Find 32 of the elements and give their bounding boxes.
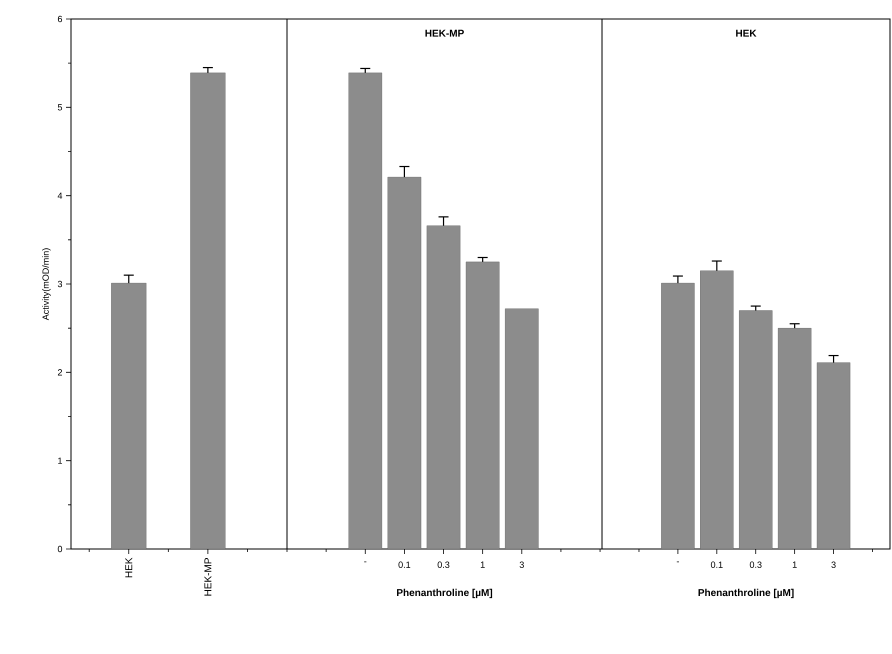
x-tick-label: 0.3 — [438, 562, 450, 568]
y-tick-label: 6 — [58, 16, 62, 22]
x-tick-label: 1 — [480, 562, 485, 568]
x-axis-title: Phenanthroline [µM] — [397, 588, 492, 598]
x-tick-label: 0.1 — [710, 562, 723, 568]
y-tick-label: 1 — [58, 458, 62, 464]
x-tick-label: 3 — [831, 562, 836, 568]
bar — [778, 328, 812, 549]
text: HEK — [736, 30, 756, 37]
x-tick-label: 1 — [792, 562, 797, 568]
bar — [466, 262, 500, 549]
x-tick-label: HEK-MP — [204, 558, 212, 596]
y-tick-label: 2 — [58, 369, 62, 376]
bar — [348, 72, 382, 549]
bar — [504, 308, 539, 549]
y-tick-label: 0 — [58, 546, 62, 552]
text: HEK-MP — [425, 30, 464, 37]
x-tick-label: 3 — [520, 562, 524, 568]
bar — [661, 283, 694, 549]
x-tick-label: 0.3 — [750, 562, 762, 568]
bar — [816, 362, 850, 549]
x-tick-label: 0.1 — [398, 562, 410, 568]
bar — [700, 270, 734, 549]
y-axis-title: Activity(mOD/min) — [42, 248, 51, 320]
bar — [739, 310, 772, 549]
y-tick-label: 3 — [58, 280, 62, 288]
x-tick-label: HEK — [125, 558, 132, 578]
bar — [388, 176, 422, 549]
y-tick-label: 5 — [58, 104, 62, 110]
x-axis-title: Phenanthroline [µM] — [698, 588, 794, 598]
bar — [426, 226, 460, 549]
y-tick-label: 4 — [58, 192, 62, 199]
